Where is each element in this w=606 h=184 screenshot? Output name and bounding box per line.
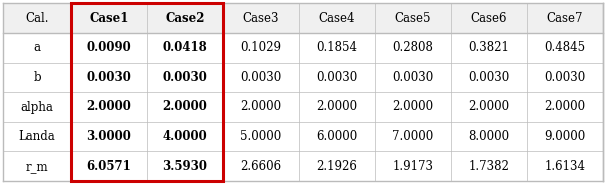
Bar	[3, 122, 603, 151]
Text: Case4: Case4	[319, 11, 355, 24]
Text: 0.1029: 0.1029	[241, 41, 282, 54]
Text: 2.0000: 2.0000	[544, 100, 585, 114]
Text: 9.0000: 9.0000	[544, 130, 585, 143]
Text: 3.5930: 3.5930	[162, 160, 207, 173]
Bar	[3, 151, 603, 181]
Text: 0.2808: 0.2808	[393, 41, 433, 54]
Text: 2.0000: 2.0000	[393, 100, 433, 114]
Text: Case3: Case3	[243, 11, 279, 24]
Text: 0.0090: 0.0090	[87, 41, 132, 54]
Bar	[3, 92, 603, 122]
Text: 3.0000: 3.0000	[87, 130, 132, 143]
Text: 0.0030: 0.0030	[392, 71, 434, 84]
Bar	[3, 3, 603, 33]
Text: Case6: Case6	[471, 11, 507, 24]
Text: 0.0030: 0.0030	[162, 71, 207, 84]
Text: 2.1926: 2.1926	[316, 160, 358, 173]
Text: Landa: Landa	[19, 130, 55, 143]
Text: r_m: r_m	[25, 160, 48, 173]
Text: 2.0000: 2.0000	[241, 100, 282, 114]
Text: 7.0000: 7.0000	[392, 130, 434, 143]
Bar	[3, 33, 603, 63]
Text: 6.0000: 6.0000	[316, 130, 358, 143]
Text: 0.0030: 0.0030	[468, 71, 510, 84]
Text: 2.6606: 2.6606	[241, 160, 282, 173]
Text: 2.0000: 2.0000	[316, 100, 358, 114]
Text: a: a	[33, 41, 41, 54]
Text: 6.0571: 6.0571	[87, 160, 132, 173]
Text: 0.1854: 0.1854	[316, 41, 358, 54]
Text: Case7: Case7	[547, 11, 583, 24]
Text: 0.0030: 0.0030	[316, 71, 358, 84]
Bar	[71, 3, 223, 181]
Text: 1.6134: 1.6134	[545, 160, 585, 173]
Text: 8.0000: 8.0000	[468, 130, 510, 143]
Text: 2.0000: 2.0000	[87, 100, 132, 114]
Bar	[3, 63, 603, 92]
Text: Case2: Case2	[165, 11, 205, 24]
Text: Case1: Case1	[89, 11, 128, 24]
Text: 1.9173: 1.9173	[393, 160, 433, 173]
Text: 4.0000: 4.0000	[162, 130, 207, 143]
Text: 0.0418: 0.0418	[162, 41, 207, 54]
Text: 0.0030: 0.0030	[241, 71, 282, 84]
Text: b: b	[33, 71, 41, 84]
Text: 0.0030: 0.0030	[544, 71, 585, 84]
Text: 2.0000: 2.0000	[468, 100, 510, 114]
Text: 2.0000: 2.0000	[162, 100, 207, 114]
Text: 0.4845: 0.4845	[544, 41, 585, 54]
Text: Cal.: Cal.	[25, 11, 48, 24]
Text: Case5: Case5	[395, 11, 431, 24]
Text: 5.0000: 5.0000	[241, 130, 282, 143]
Text: 0.3821: 0.3821	[468, 41, 510, 54]
Text: 0.0030: 0.0030	[87, 71, 132, 84]
Text: alpha: alpha	[21, 100, 53, 114]
Text: 1.7382: 1.7382	[468, 160, 510, 173]
